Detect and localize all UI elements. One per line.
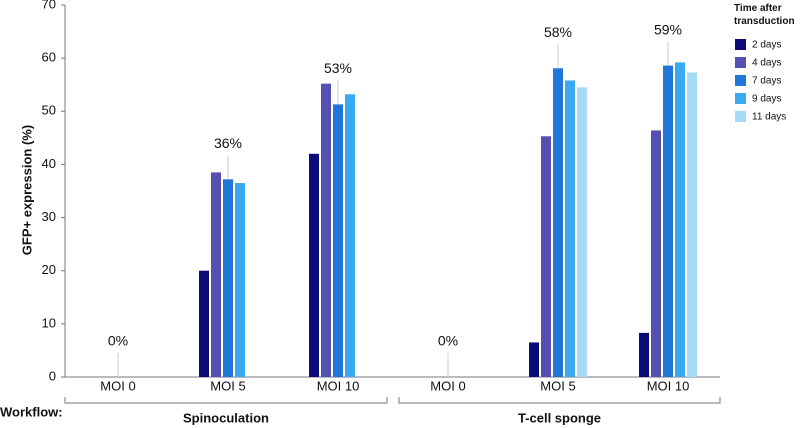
y-tick-label: 0 xyxy=(49,368,56,383)
bar xyxy=(553,68,563,378)
y-tick-label: 70 xyxy=(42,0,56,11)
bar xyxy=(235,183,245,377)
legend-label: 4 days xyxy=(752,58,781,69)
y-tick-label: 60 xyxy=(42,50,56,65)
x-tick-label: MOI 5 xyxy=(540,378,575,393)
x-tick-label: MOI 0 xyxy=(430,378,465,393)
annotation: 58% xyxy=(544,24,572,40)
x-tick-label: MOI 10 xyxy=(647,378,690,393)
bar xyxy=(309,153,319,377)
legend-swatch xyxy=(735,111,746,122)
bar xyxy=(211,172,221,377)
legend-swatch xyxy=(735,57,746,68)
y-tick-label: 10 xyxy=(42,315,56,330)
annotation: 59% xyxy=(654,21,682,37)
group-bracket xyxy=(64,397,388,404)
annotation: 53% xyxy=(324,60,352,76)
y-tick-label: 30 xyxy=(42,209,56,224)
bar xyxy=(577,87,587,377)
legend-label: 2 days xyxy=(752,40,781,51)
bar xyxy=(639,332,649,377)
y-tick-label: 50 xyxy=(42,103,56,118)
bar xyxy=(529,342,539,377)
bar xyxy=(223,179,233,377)
bar xyxy=(541,136,551,377)
y-tick-label: 20 xyxy=(42,262,56,277)
bar xyxy=(321,83,331,377)
y-axis-label: GFP+ expression (%) xyxy=(19,125,34,255)
group-label: Spinoculation xyxy=(183,410,269,425)
legend-swatch xyxy=(735,75,746,86)
legend-title: Time after transduction xyxy=(734,3,795,27)
bar xyxy=(651,130,661,377)
bar xyxy=(333,104,343,378)
x-tick-label: MOI 0 xyxy=(100,378,135,393)
annotation: 0% xyxy=(438,333,458,349)
group-bracket xyxy=(398,397,721,404)
x-tick-label: MOI 10 xyxy=(317,378,360,393)
x-tick-label: MOI 5 xyxy=(210,378,245,393)
group-axis-label: Workflow: xyxy=(0,404,63,419)
legend-label: 11 days xyxy=(752,112,786,123)
bar xyxy=(687,72,697,378)
legend-label: 9 days xyxy=(752,94,781,105)
bar xyxy=(675,62,685,377)
y-tick-label: 40 xyxy=(42,156,56,171)
bar xyxy=(565,80,575,377)
legend-label: 7 days xyxy=(752,76,781,87)
bar xyxy=(345,94,355,377)
annotation: 0% xyxy=(108,333,128,349)
annotation: 36% xyxy=(214,135,242,151)
group-label: T-cell sponge xyxy=(518,410,601,425)
legend-swatch xyxy=(735,39,746,50)
bar xyxy=(199,270,209,377)
bar xyxy=(663,65,673,377)
legend-swatch xyxy=(735,93,746,104)
